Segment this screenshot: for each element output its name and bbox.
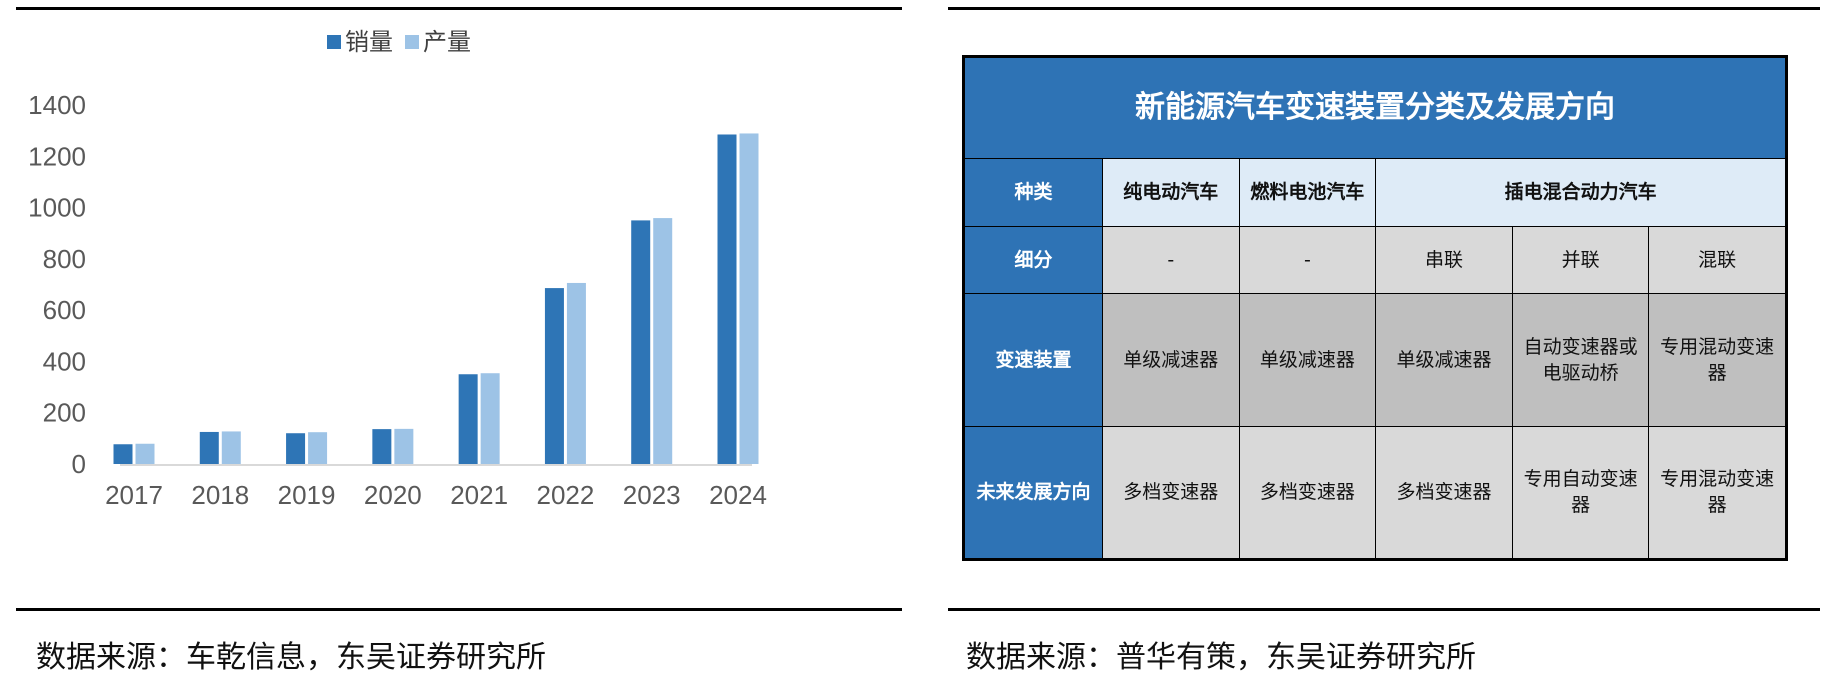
table-cell: 多档变速器	[1375, 425, 1513, 559]
x-tick-label: 2022	[537, 480, 595, 510]
bar-production	[308, 432, 328, 464]
bar-production	[480, 373, 500, 464]
table-cell: 自动变速器或电驱动桥	[1511, 293, 1650, 427]
bars	[113, 133, 759, 464]
table-row: 变速装置 单级减速器 单级减速器 单级减速器 自动变速器或电驱动桥 专用混动变速…	[964, 293, 1786, 427]
bar-sales	[717, 134, 737, 464]
x-tick-label: 2017	[105, 480, 163, 510]
right-top-rule	[948, 7, 1820, 10]
bar-production	[221, 431, 241, 464]
table-cell: 专用混动变速器	[1648, 293, 1786, 427]
x-axis-ticks: 2017 2018 2019 2020 2021 2022 2023 2024	[105, 480, 767, 510]
row-header: 细分	[964, 225, 1103, 294]
classification-table: 新能源汽车变速装置分类及发展方向 种类 纯电动汽车 燃料电池汽车 插电混合动力汽…	[962, 55, 1788, 561]
table-cell: -	[1102, 225, 1240, 294]
bar-sales	[631, 220, 651, 464]
table-cell: 纯电动汽车	[1102, 158, 1240, 227]
bar-sales	[544, 288, 564, 464]
table-cell: 单级减速器	[1102, 293, 1240, 427]
legend-label: 产量	[423, 28, 471, 56]
left-bottom-rule	[16, 608, 902, 611]
bar-production	[135, 443, 155, 464]
x-tick-label: 2023	[623, 480, 681, 510]
table-cell: 多档变速器	[1238, 425, 1377, 559]
y-tick-label: 400	[43, 346, 86, 376]
table-cell: 串联	[1375, 225, 1513, 294]
bar-sales	[199, 431, 219, 464]
row-header: 未来发展方向	[964, 425, 1103, 559]
y-tick-label: 800	[43, 244, 86, 274]
x-tick-label: 2021	[450, 480, 508, 510]
y-tick-label: 1400	[28, 90, 86, 120]
table-cell: 单级减速器	[1238, 293, 1377, 427]
row-header: 变速装置	[964, 293, 1103, 427]
y-tick-label: 600	[43, 295, 86, 325]
table-title: 新能源汽车变速装置分类及发展方向	[964, 57, 1786, 159]
x-tick-label: 2020	[364, 480, 422, 510]
bar-sales	[286, 433, 306, 464]
table-cell: 单级减速器	[1375, 293, 1513, 427]
bar-production	[394, 428, 414, 464]
legend-label: 销量	[345, 28, 393, 56]
table-cell: 燃料电池汽车	[1238, 158, 1377, 227]
table-cell: 混联	[1648, 225, 1786, 294]
row-header: 种类	[964, 158, 1103, 227]
table-cell: 多档变速器	[1102, 425, 1240, 559]
x-tick-label: 2019	[278, 480, 336, 510]
bar-sales	[372, 429, 392, 464]
legend-swatch	[405, 35, 419, 49]
bar-sales	[113, 444, 133, 464]
bar-production	[653, 218, 673, 464]
right-source-note: 数据来源：普华有策，东吴证券研究所	[966, 640, 1476, 675]
y-tick-label: 1200	[28, 141, 86, 171]
table-row: 细分 - - 串联 并联 混联	[964, 225, 1786, 294]
right-bottom-rule	[948, 608, 1820, 611]
table-cell: -	[1238, 225, 1377, 294]
legend-swatch	[327, 35, 341, 49]
left-source-note: 数据来源：车乾信息，东吴证券研究所	[36, 640, 546, 675]
x-tick-label: 2024	[709, 480, 767, 510]
table-cell: 并联	[1511, 225, 1650, 294]
chart-legend: 销量 产量	[327, 28, 471, 56]
bar-production	[739, 133, 759, 464]
x-tick-label: 2018	[191, 480, 249, 510]
table-cell: 插电混合动力汽车	[1375, 158, 1786, 227]
y-tick-label: 0	[72, 449, 86, 479]
table-cell: 专用混动变速器	[1648, 425, 1786, 559]
y-tick-label: 200	[43, 398, 86, 428]
left-top-rule	[16, 7, 902, 10]
bar-sales	[458, 374, 478, 464]
y-axis-ticks: 0 200 400 600 800 1000 1200 1400	[28, 90, 86, 479]
table-row: 种类 纯电动汽车 燃料电池汽车 插电混合动力汽车	[964, 158, 1786, 227]
y-tick-label: 1000	[28, 193, 86, 223]
table-cell: 专用自动变速器	[1511, 425, 1650, 559]
table-row: 未来发展方向 多档变速器 多档变速器 多档变速器 专用自动变速器 专用混动变速器	[964, 425, 1786, 559]
bar-production	[566, 282, 586, 464]
